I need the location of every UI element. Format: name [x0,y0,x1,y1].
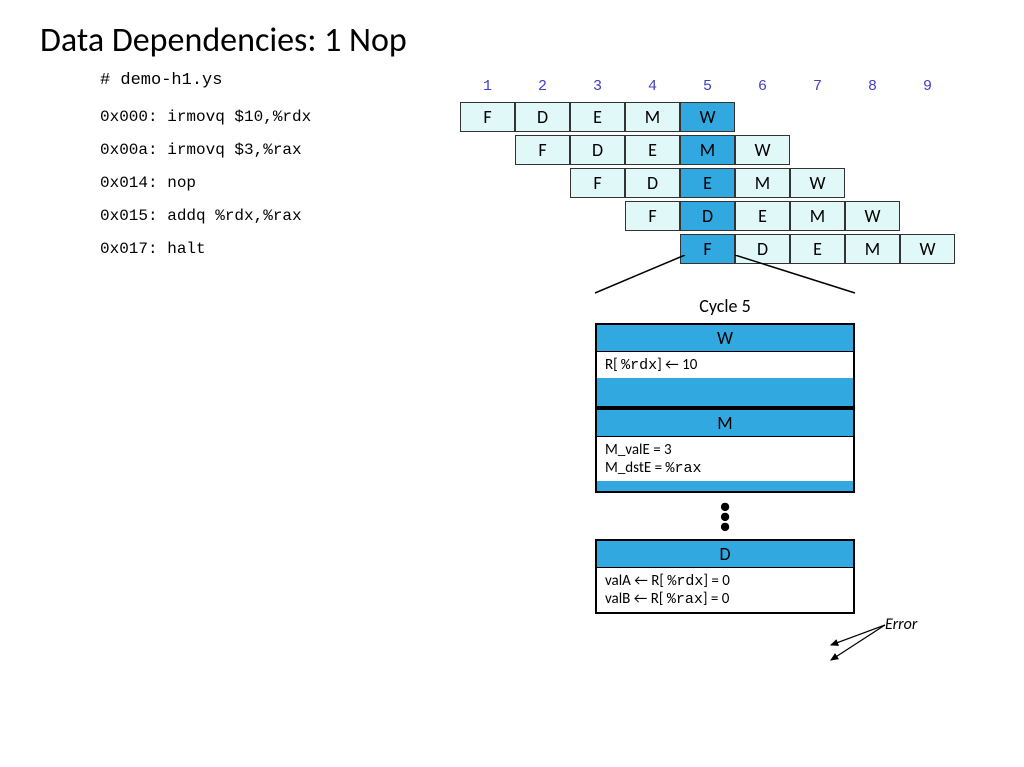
vertical-dots-icon: ●●● [595,493,855,539]
pipeline-stage-cell: E [790,234,845,264]
stage-detail-head: M [597,410,853,437]
cycle-number: 4 [625,78,680,95]
pipeline-stage-cell: M [845,234,900,264]
pipeline-stage-cell: E [680,168,735,198]
error-label: Error [885,615,917,634]
pipeline-stage-cell: M [735,168,790,198]
cycle-number: 2 [515,78,570,95]
cycle-number: 6 [735,78,790,95]
cycle-numbers: 123456789 [460,78,955,95]
pipeline-stage-cell: W [735,135,790,165]
cycle-number: 5 [680,78,735,95]
pipeline-diagram: 123456789 0x000: irmovq $10,%rdxFDEMW0x0… [40,100,984,265]
instruction-text: 0x015: addq %rdx,%rax [100,207,460,225]
pipeline-stage-cell: D [680,201,735,231]
cycle-label: Cycle 5 [595,295,855,317]
pipeline-stage-cell: E [735,201,790,231]
instruction-row: 0x00a: irmovq $3,%rax FDEMW [40,133,984,166]
pipeline-stage-cell: M [790,201,845,231]
instruction-row: 0x017: halt FDEMW [40,232,984,265]
pipeline-stage-cell: D [570,135,625,165]
instruction-row: 0x015: addq %rdx,%rax FDEMW [40,199,984,232]
cycle-number: 3 [570,78,625,95]
pipeline-stage-cell: F [570,168,625,198]
cycle-number: 1 [460,78,515,95]
pipeline-stage-cell: D [735,234,790,264]
instruction-text: 0x014: nop [100,174,460,192]
instruction-text: 0x000: irmovq $10,%rdx [100,108,460,126]
pipeline-stage-cell: E [625,135,680,165]
stage-detail-footer [597,481,853,491]
cycle-detail: Cycle 5 WR[ %rdx] ← 10MM_valE = 3M_dstE … [595,295,855,614]
cycle-number: 9 [900,78,955,95]
instruction-row: 0x000: irmovq $10,%rdxFDEMW [40,100,984,133]
stage-detail-block: MM_valE = 3M_dstE = %rax [595,408,855,493]
page-title: Data Dependencies: 1 Nop [40,20,984,61]
pipeline-stage-cell: M [680,135,735,165]
stage-detail-block: WR[ %rdx] ← 10 [595,323,855,408]
stage-detail-body: valA ← R[ %rdx] = 0valB ← R[ %rax] = 0 [597,568,853,612]
instruction-row: 0x014: nop FDEMW [40,166,984,199]
pipeline-stage-cell: F [625,201,680,231]
pipeline-stage-cell: E [570,102,625,132]
stage-detail-block: DvalA ← R[ %rdx] = 0valB ← R[ %rax] = 0 [595,539,855,614]
instruction-text: 0x00a: irmovq $3,%rax [100,141,460,159]
stage-detail-footer [597,378,853,406]
pipeline-stage-cell: D [515,102,570,132]
pipeline-stage-cell: W [680,102,735,132]
instruction-text: 0x017: halt [100,240,460,258]
stage-detail-body: R[ %rdx] ← 10 [597,352,853,378]
cycle-number: 8 [845,78,900,95]
pipeline-stage-cell: F [680,234,735,264]
stage-detail-body: M_valE = 3M_dstE = %rax [597,437,853,481]
stage-detail-head: W [597,325,853,352]
pipeline-stage-cell: F [515,135,570,165]
pipeline-stage-cell: W [900,234,955,264]
cycle-number: 7 [790,78,845,95]
pipeline-stage-cell: W [845,201,900,231]
pipeline-stage-cell: W [790,168,845,198]
pipeline-stage-cell: M [625,102,680,132]
stage-detail-head: D [597,541,853,568]
pipeline-stage-cell: D [625,168,680,198]
pipeline-stage-cell: F [460,102,515,132]
